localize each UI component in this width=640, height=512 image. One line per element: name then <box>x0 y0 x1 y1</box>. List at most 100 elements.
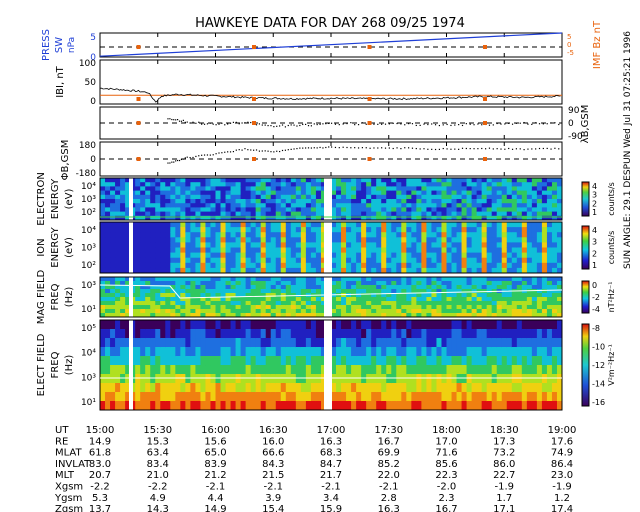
sample-marker <box>136 157 141 161</box>
electric-cell <box>145 356 151 366</box>
electric-cell <box>280 320 287 330</box>
electron-cell <box>305 211 312 217</box>
electric-cell <box>270 338 277 348</box>
electric-cell <box>155 329 161 339</box>
electron-cell <box>466 190 473 196</box>
electron-cbar-tick: 4 <box>592 182 597 191</box>
ion-cell <box>100 242 106 248</box>
electric-cell <box>441 392 447 402</box>
magnetic-cell <box>516 301 523 306</box>
ion-cell <box>511 257 518 264</box>
lambda-point <box>302 123 304 126</box>
ion-cell <box>481 237 488 243</box>
ion-cell <box>100 222 106 228</box>
phi-tick: 0 <box>90 155 96 165</box>
electron-cell <box>320 186 327 192</box>
ion-cell <box>170 267 176 274</box>
electric-cell <box>346 401 352 411</box>
electron-cell <box>331 207 337 213</box>
ion-cell <box>100 232 106 238</box>
ion-cell <box>210 267 216 274</box>
magnetic-cell <box>456 301 463 306</box>
electron-cell <box>381 186 387 192</box>
magnetic-cell <box>551 285 558 290</box>
electron-cell <box>250 190 257 196</box>
lambda-point <box>496 122 498 125</box>
magnetic-cell <box>466 301 473 306</box>
ion-cell <box>320 262 327 269</box>
ion-cell <box>541 262 548 269</box>
electron-cell <box>471 186 478 192</box>
electron-cell <box>546 211 553 217</box>
electric-cell <box>135 383 141 393</box>
electron-cell <box>120 207 126 213</box>
ion-cell <box>461 267 468 274</box>
ion-cell <box>165 257 171 264</box>
electric-cell <box>245 401 252 411</box>
electron-cell <box>195 215 201 221</box>
lambda-point <box>442 124 444 126</box>
ion-cell <box>275 227 282 233</box>
electric-cell <box>265 401 272 411</box>
electric-cell <box>170 365 176 375</box>
electron-cell <box>120 215 126 221</box>
electron-cell <box>456 194 463 200</box>
electron-cell <box>546 207 553 213</box>
orbit-table: UT 15:00 15:30 16:00 16:30 17:00 17:30 18:00 18:… <box>54 425 576 512</box>
magnetic-cell <box>531 313 538 318</box>
electric-cell <box>451 356 458 366</box>
ion-cell <box>361 227 367 233</box>
magnetic-cell <box>556 309 563 314</box>
electron-cell <box>270 194 277 200</box>
electric-cell <box>220 338 227 348</box>
ion-cell <box>125 247 131 254</box>
ion-cell <box>285 262 292 269</box>
magnetic-cell <box>285 309 292 314</box>
magnetic-cell <box>536 309 543 314</box>
electron-cell <box>200 190 206 196</box>
electron-cell <box>180 215 186 221</box>
magnetic-cell <box>471 309 478 314</box>
orbit-value: 73.2 <box>493 448 515 459</box>
electric-cell <box>351 401 357 411</box>
electron-cell <box>421 211 427 217</box>
ion-cell <box>170 232 176 238</box>
magnetic-cell <box>240 277 247 282</box>
electron-cell <box>341 182 347 187</box>
ion-cell <box>280 237 287 243</box>
magnetic-cell <box>481 301 488 306</box>
magnetic-cell <box>125 309 131 314</box>
ion-cell <box>456 232 463 238</box>
ion-cell <box>220 262 227 269</box>
electric-cell <box>546 383 553 393</box>
electric-cell <box>386 401 392 411</box>
electron-cell <box>481 199 488 204</box>
orbit-value: 16.7 <box>435 504 457 512</box>
electron-cell <box>351 207 357 213</box>
magnetic-cell <box>361 297 367 302</box>
electric-cell <box>521 365 528 375</box>
ion-cell <box>195 252 201 259</box>
electron-cell <box>100 194 106 200</box>
electron-cell <box>255 203 262 208</box>
magnetic-cell <box>436 289 442 294</box>
electron-cell <box>210 207 216 213</box>
ion-cell <box>521 252 528 259</box>
electric-cell <box>471 320 478 330</box>
ion-cell <box>140 227 146 233</box>
electron-cell <box>501 186 508 192</box>
ion-cell <box>346 267 352 274</box>
electron-cell <box>341 190 347 196</box>
magnetic-cell <box>391 301 397 306</box>
lambda-point <box>195 122 197 124</box>
electric-cell <box>185 320 191 330</box>
electron-cell <box>205 194 211 200</box>
magnetic-cell <box>200 277 206 282</box>
electron-cell <box>371 199 377 204</box>
electron-cell <box>471 211 478 217</box>
magnetic-cell <box>205 305 211 310</box>
magnetic-cell <box>331 313 337 318</box>
electric-cell <box>361 392 367 402</box>
magnetic-cell <box>285 285 292 290</box>
ion-cell <box>341 227 347 233</box>
